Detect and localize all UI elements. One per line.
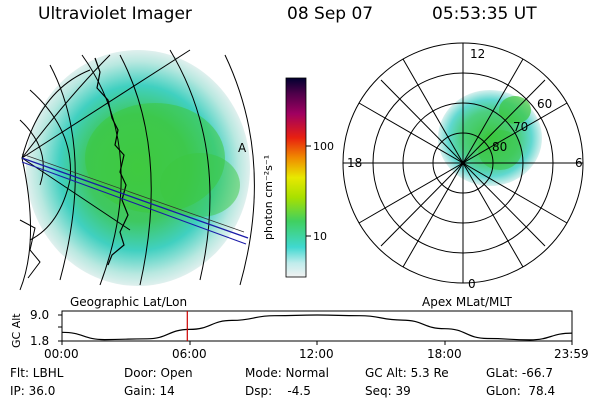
mode-info: Mode: Normal xyxy=(245,366,329,380)
glat-info: GLat: -66.7 xyxy=(486,366,553,380)
observation-date: 08 Sep 07 xyxy=(287,4,374,24)
instrument-title: Ultraviolet Imager xyxy=(38,4,192,24)
colorbar-tick-label: 100 xyxy=(313,140,334,153)
altitude-plot-frame xyxy=(61,310,573,342)
geographic-map xyxy=(19,49,255,291)
filter-info: Flt: LBHL xyxy=(10,366,64,380)
altitude-ytick-label: 9.0 xyxy=(30,308,50,322)
auroral-bright-region xyxy=(160,153,240,217)
dsp-info: Dsp: -4.5 xyxy=(245,384,311,398)
altitude-ytick-label: 1.8 xyxy=(30,334,50,348)
coastline xyxy=(94,57,129,266)
mlat-label-80: 80 xyxy=(492,140,508,154)
mlt-label-18: 18 xyxy=(347,156,363,170)
door-info: Door: Open xyxy=(124,366,193,380)
polar-bright-patch xyxy=(478,130,522,170)
orbit-track-line xyxy=(21,157,249,239)
orbit-track-line xyxy=(21,161,247,245)
altitude-xtick-label: 12:00 xyxy=(299,347,334,361)
altitude-series-line xyxy=(61,314,573,341)
ip-info: IP: 36.0 xyxy=(10,384,56,398)
polar-spoke xyxy=(358,102,568,224)
polar-plot xyxy=(342,42,584,284)
apex-caption: Apex MLat/MLT xyxy=(422,295,512,309)
graticule-lines xyxy=(19,49,255,291)
mlat-label-70: 70 xyxy=(513,120,529,134)
altitude-xtick-label: 06:00 xyxy=(172,347,207,361)
gain-info: Gain: 14 xyxy=(124,384,175,398)
map-corner-label: A xyxy=(238,141,247,155)
colorbar-unit-label: photon cm⁻²s⁻¹ xyxy=(262,155,275,240)
coastline xyxy=(19,219,41,279)
geographic-caption: Geographic Lat/Lon xyxy=(70,295,188,309)
altitude-xtick-label: 23:59 xyxy=(554,347,589,361)
mlt-label-0: 0 xyxy=(468,277,476,291)
gc-alt-info: GC Alt: 5.3 Re xyxy=(365,366,449,380)
colorbar-tick-label: 10 xyxy=(313,230,327,243)
altitude-plot: GC Alt xyxy=(10,310,573,348)
altitude-y-label: GC Alt xyxy=(10,313,23,348)
mlat-label-60: 60 xyxy=(537,97,553,111)
mlt-label-6: 6 xyxy=(575,156,583,170)
altitude-xtick-label: 18:00 xyxy=(427,347,462,361)
observation-time: 05:53:35 UT xyxy=(432,4,537,24)
colorbar-gradient xyxy=(285,77,307,278)
seq-info: Seq: 39 xyxy=(365,384,411,398)
colorbar: photon cm⁻²s⁻¹ xyxy=(262,77,311,278)
glon-info: GLon: 78.4 xyxy=(486,384,556,398)
mlt-label-12: 12 xyxy=(470,47,486,61)
orbit-track-line xyxy=(21,153,245,233)
altitude-xtick-label: 00:00 xyxy=(44,347,79,361)
